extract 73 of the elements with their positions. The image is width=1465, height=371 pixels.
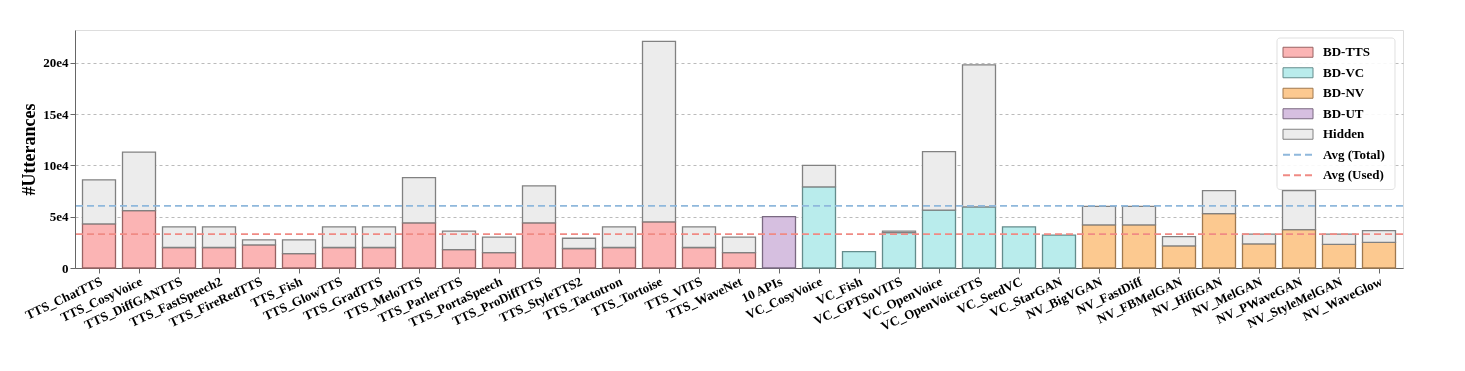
y-tick-label: 15e4 [43, 106, 69, 122]
bar [641, 221, 677, 269]
bar [321, 246, 357, 269]
bar [681, 246, 717, 269]
bar [1161, 236, 1197, 247]
bar [721, 251, 757, 269]
bar [561, 247, 597, 269]
bar [161, 226, 197, 249]
bar [761, 216, 797, 269]
y-tick-label: 5e4 [49, 209, 69, 225]
bar [1321, 233, 1357, 246]
bar [521, 185, 557, 224]
bar [401, 222, 437, 269]
y-tick-label: 10e4 [43, 157, 69, 173]
bar [1161, 245, 1197, 269]
bar [1281, 228, 1317, 269]
bar [601, 226, 637, 249]
bar [241, 239, 277, 246]
bar [281, 252, 317, 269]
bar [241, 244, 277, 269]
bar [721, 236, 757, 254]
bar [1201, 189, 1237, 215]
legend-label: Hidden [1323, 126, 1365, 142]
y-tick-label: 0 [62, 260, 69, 276]
bar [161, 246, 197, 269]
bar [281, 239, 317, 255]
legend-label: BD-VC [1323, 64, 1365, 80]
bar [921, 209, 957, 269]
bar [481, 251, 517, 269]
bar [801, 186, 837, 269]
bar [1121, 205, 1157, 226]
bar [641, 40, 677, 223]
legend-label: BD-UT [1323, 105, 1364, 121]
bar [321, 226, 357, 249]
bar [441, 248, 477, 269]
legend-label: Avg (Used) [1323, 167, 1384, 183]
bar [441, 230, 477, 251]
bar [1081, 205, 1117, 226]
bar [81, 223, 117, 269]
legend-label: BD-NV [1323, 85, 1365, 101]
bar [681, 226, 717, 249]
bar [1201, 212, 1237, 269]
bar [1241, 243, 1277, 269]
bar [1321, 243, 1357, 269]
bar [401, 177, 437, 224]
bar [1241, 233, 1277, 245]
legend-label: BD-TTS [1323, 44, 1370, 60]
bar [121, 151, 157, 212]
bar [121, 209, 157, 269]
bar [201, 226, 237, 249]
bar [921, 150, 957, 211]
legend-label: Avg (Total) [1323, 146, 1385, 162]
bar [1081, 224, 1117, 269]
y-tick-label: 20e4 [43, 55, 69, 71]
bar [201, 246, 237, 269]
y-axis-title: #Utterances [19, 103, 40, 196]
bar [481, 236, 517, 254]
bar [841, 250, 877, 269]
bar [361, 246, 397, 269]
bar [1121, 224, 1157, 269]
bar [1281, 189, 1317, 231]
bar [801, 164, 837, 188]
bar [521, 222, 557, 269]
bar [881, 231, 917, 269]
bar [361, 226, 397, 249]
bar [1001, 226, 1037, 269]
bar [561, 237, 597, 250]
bar [1041, 234, 1077, 269]
bar [1361, 241, 1397, 269]
bar [81, 179, 117, 225]
bar [961, 64, 997, 208]
bar [961, 206, 997, 269]
bar [601, 246, 637, 269]
